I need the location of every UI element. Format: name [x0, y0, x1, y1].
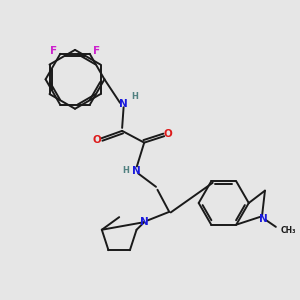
- Text: CH₃: CH₃: [280, 226, 296, 236]
- Text: O: O: [93, 135, 101, 145]
- Text: N: N: [133, 166, 141, 176]
- Text: O: O: [164, 129, 172, 139]
- Text: H: H: [122, 166, 129, 175]
- Text: F: F: [50, 46, 57, 56]
- Text: N: N: [259, 214, 268, 224]
- Text: N: N: [140, 217, 148, 227]
- Text: H: H: [131, 92, 138, 100]
- Text: N: N: [119, 99, 128, 109]
- Text: F: F: [93, 46, 100, 56]
